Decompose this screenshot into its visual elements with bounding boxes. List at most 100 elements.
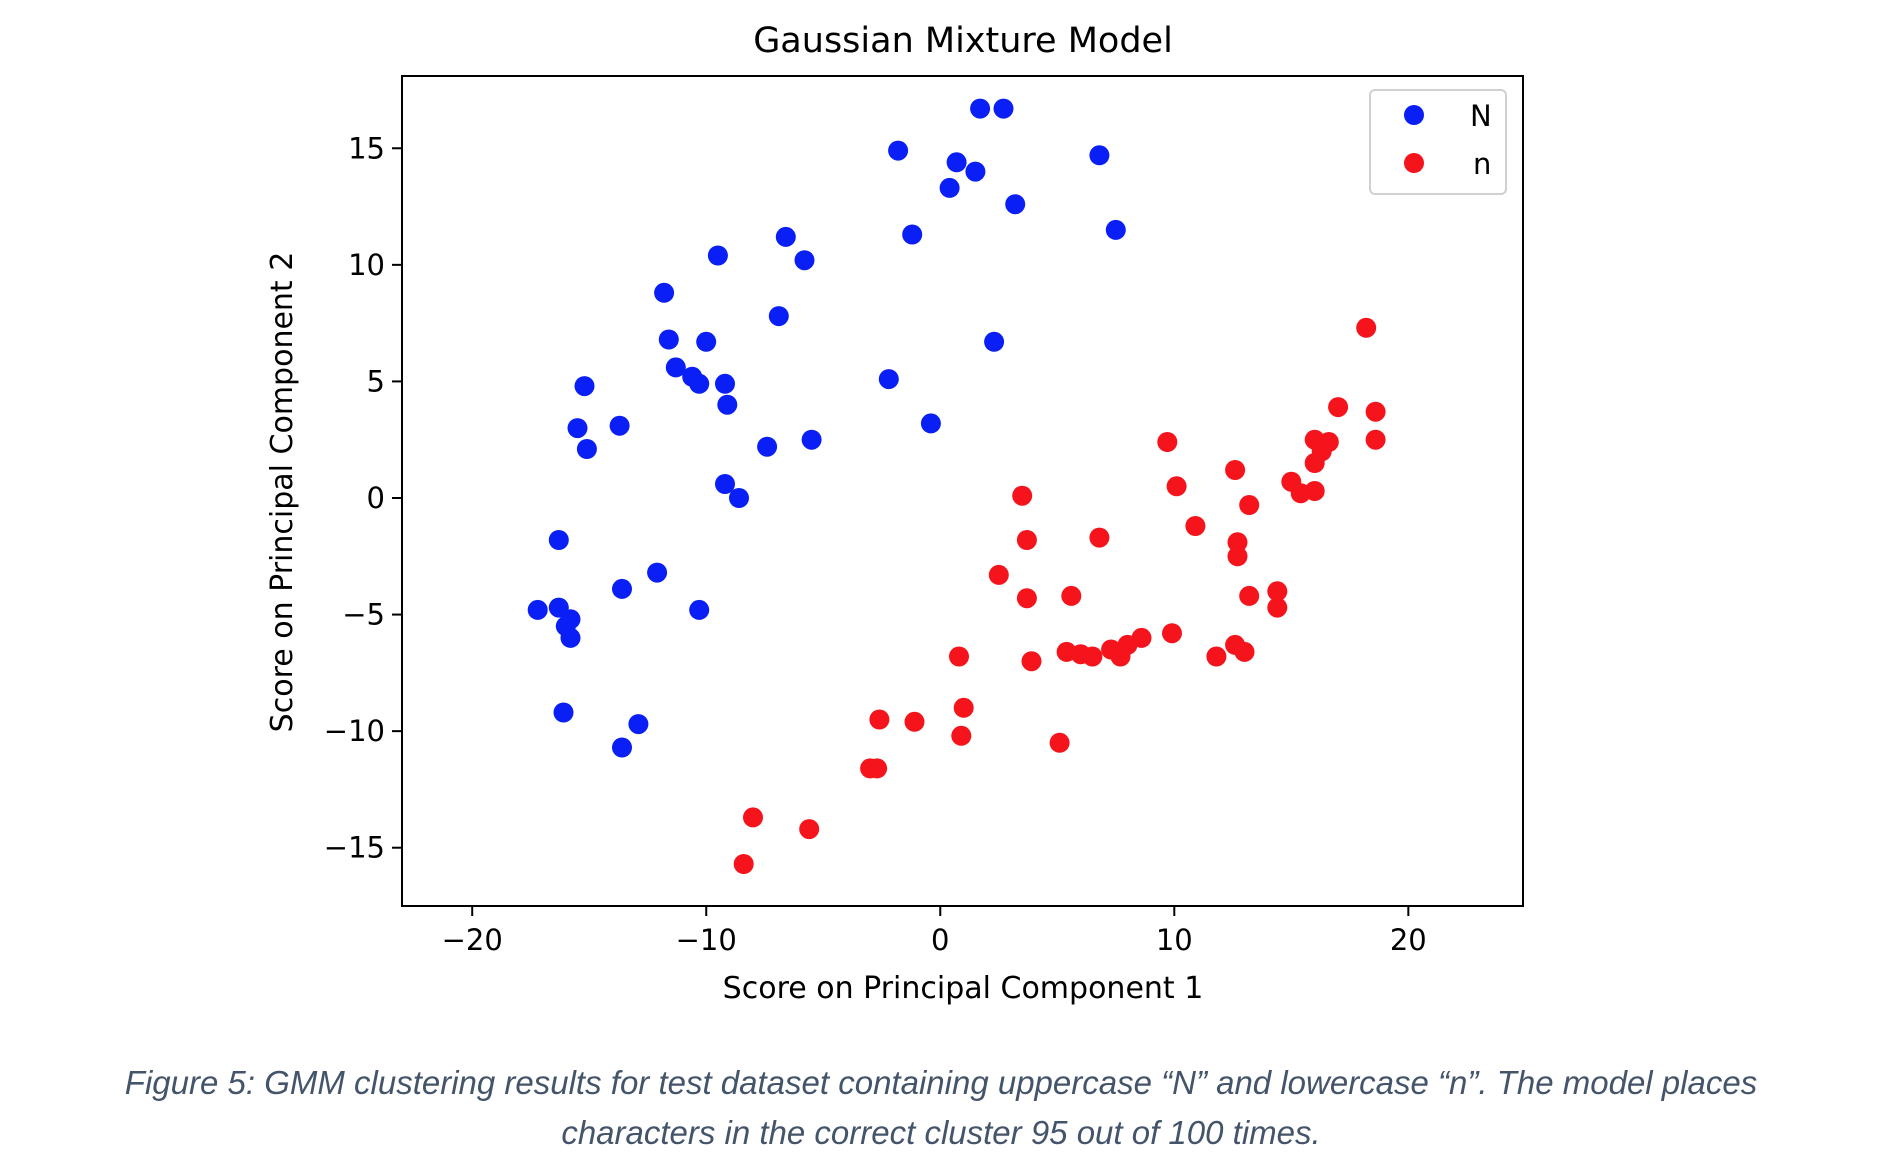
data-point-n [953, 697, 974, 718]
data-point-N [609, 415, 630, 436]
legend-marker-N [1404, 105, 1424, 125]
legend-box [1369, 89, 1507, 195]
data-point-N [715, 373, 735, 394]
data-point-n [1365, 401, 1386, 422]
data-point-n [904, 711, 925, 732]
legend-label-n: n [1473, 147, 1491, 181]
data-point-N [775, 226, 796, 247]
data-point-n [949, 646, 969, 667]
data-point-N [970, 98, 991, 119]
data-point-N [965, 161, 986, 182]
data-point-n [799, 819, 820, 840]
data-point-N [939, 177, 960, 198]
x-tick-label: 0 [931, 923, 949, 957]
data-point-N [567, 418, 588, 439]
legend-marker-n [1404, 153, 1424, 173]
chart-title: Gaussian Mixture Model [753, 21, 1173, 61]
data-point-n [1082, 646, 1103, 667]
data-point-N [696, 331, 717, 352]
data-point-n [1185, 516, 1206, 536]
data-point-n [1061, 585, 1082, 606]
data-point-n [1012, 485, 1033, 506]
data-point-n [1166, 476, 1187, 497]
y-tick-label: −10 [324, 714, 385, 748]
data-point-N [689, 373, 710, 394]
data-point-N [527, 599, 548, 620]
data-point-n [1227, 546, 1248, 567]
data-point-n [733, 854, 754, 874]
data-point-N [768, 306, 789, 327]
caption-line-1: Figure 5: GMM clustering results for tes… [124, 1064, 1758, 1101]
data-point-N [628, 714, 649, 735]
data-point-N [689, 599, 710, 620]
data-point-N [1005, 194, 1026, 215]
data-point-n [1267, 581, 1288, 602]
data-point-n [1206, 646, 1227, 667]
data-point-N [654, 282, 675, 303]
data-point-N [658, 329, 679, 350]
y-tick-label: 0 [367, 481, 385, 515]
data-point-N [612, 578, 632, 599]
caption-line-2: characters in the correct cluster 95 out… [561, 1114, 1321, 1151]
data-point-n [1162, 623, 1182, 644]
data-point-N [729, 488, 749, 508]
data-point-N [707, 245, 728, 266]
data-point-n [1304, 453, 1325, 473]
data-point-n [869, 709, 890, 730]
scatter-chart: Gaussian Mixture Model Score on Principa… [265, 21, 1524, 1006]
data-point-N [553, 702, 574, 723]
data-point-n [1356, 317, 1377, 338]
data-point-N [946, 152, 967, 173]
y-tick-label: 5 [367, 364, 385, 398]
data-point-N [993, 98, 1014, 119]
data-point-N [878, 369, 899, 390]
x-tick-label: 10 [1156, 923, 1193, 957]
data-point-n [988, 564, 1009, 585]
data-point-n [743, 807, 763, 828]
x-tick-label: −10 [676, 923, 737, 957]
data-point-N [647, 562, 668, 583]
data-point-N [794, 250, 815, 271]
data-point-n [1157, 432, 1178, 452]
figure-caption: Figure 5: GMM clustering results for tes… [0, 1058, 1882, 1158]
data-point-n [1304, 481, 1325, 501]
y-tick-label: 10 [348, 248, 385, 282]
plot-area-frame [401, 75, 1524, 907]
data-point-N [1089, 145, 1110, 166]
data-point-N [665, 357, 686, 378]
data-point-N [715, 474, 735, 494]
data-point-N [560, 609, 581, 630]
data-point-N [1105, 219, 1126, 240]
data-point-n [1267, 597, 1288, 618]
data-point-N [548, 530, 569, 550]
data-point-n [1089, 527, 1110, 548]
x-tick-label: −20 [442, 923, 503, 957]
y-tick-label: 15 [348, 131, 385, 165]
y-tick-label: −5 [342, 598, 385, 632]
data-point-N [576, 439, 597, 459]
data-point-n [1239, 585, 1260, 606]
data-point-n [1365, 429, 1386, 450]
y-axis-label: Score on Principal Component 2 [265, 252, 300, 733]
legend: N n [1369, 89, 1507, 195]
legend-label-N: N [1470, 99, 1492, 133]
data-point-n [951, 725, 972, 746]
data-point-N [888, 140, 909, 161]
x-axis-ticks: −20 −10 0 10 20 [442, 906, 1427, 957]
data-point-n [1021, 651, 1042, 672]
y-axis-ticks: −15 −10 −5 0 5 10 15 [324, 131, 402, 865]
data-point-n [867, 758, 888, 779]
data-point-n [1227, 532, 1248, 553]
data-point-n [1239, 495, 1260, 515]
data-point-N [920, 413, 941, 434]
data-points [527, 98, 1386, 874]
data-point-n [1225, 460, 1246, 480]
data-point-N [984, 331, 1005, 352]
y-tick-label: −15 [324, 831, 385, 865]
data-point-n [1049, 732, 1070, 753]
data-point-N [612, 737, 632, 758]
data-point-n [1328, 397, 1349, 418]
data-point-n [1234, 641, 1255, 662]
data-point-n [1016, 530, 1037, 550]
data-point-n [1016, 588, 1037, 609]
